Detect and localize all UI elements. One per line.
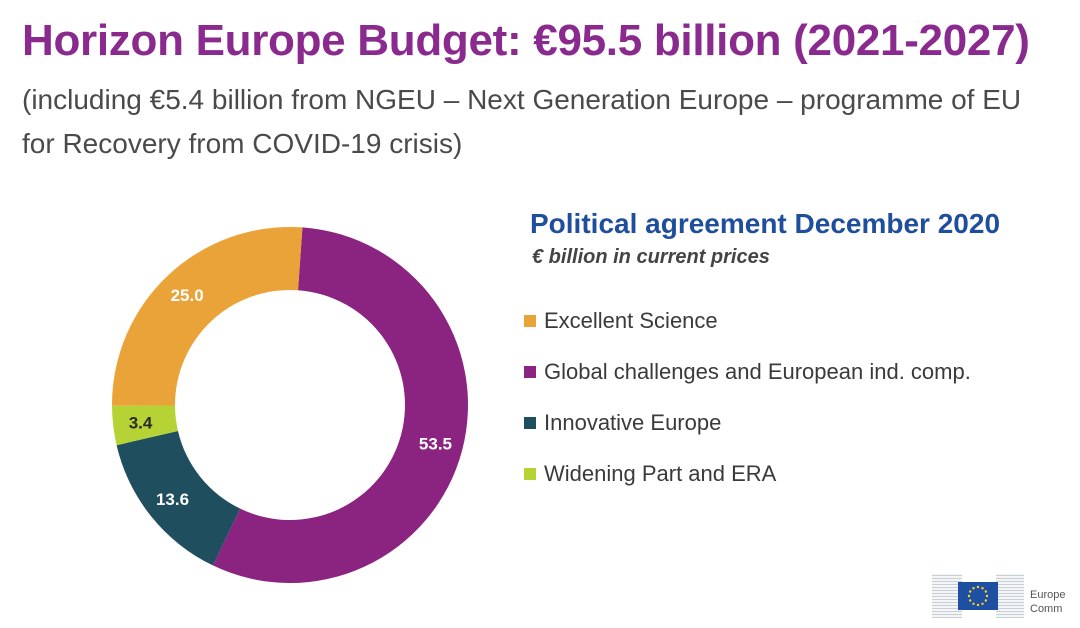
donut-chart: 53.5 13.6 3.4 25.0 [112,227,468,583]
legend-title: Political agreement December 2020 [530,208,1001,239]
star-icon [981,587,984,590]
star-icon [972,602,975,605]
legend-item-widening: Widening Part and ERA [524,459,971,489]
slice-excellent-science [112,227,303,406]
slice-innovative-europe [116,430,241,566]
legend-swatch [524,315,536,327]
logo-lines-left [932,574,962,618]
slice-widening [112,405,178,446]
logo-text-line1: Europe [1030,589,1066,601]
legend-label: Widening Part and ERA [544,461,777,486]
legend-subtitle: € billion in current prices [532,246,770,268]
eu-flag-icon [958,582,998,610]
star-icon [981,602,984,605]
slice-label-global-challenges: 53.5 [419,435,452,454]
star-icon [972,587,975,590]
legend-item-excellent-science: Excellent Science [524,306,971,336]
legend-item-global-challenges: Global challenges and European ind. comp… [524,357,971,387]
european-commission-logo: Europe Comm [932,574,1080,624]
logo-text-line2: Comm [1030,603,1063,615]
slice-label-innovative-europe: 13.6 [156,490,189,509]
star-icon [984,590,987,593]
slice-global-challenges [212,227,468,583]
star-icon [969,590,972,593]
slice-label-widening: 3.4 [129,413,153,432]
legend-swatch [524,468,536,480]
star-icon [976,585,980,589]
star-icon [967,594,971,598]
star-icon [985,594,989,598]
legend-label: Excellent Science [544,308,718,333]
logo-text: Europe Comm [1030,588,1065,616]
logo-lines-right [996,574,1024,618]
legend-label: Innovative Europe [544,410,722,435]
legend-swatch [524,366,536,378]
legend-swatch [524,417,536,429]
star-icon [969,599,972,602]
legend-label: Global challenges and European ind. comp… [544,359,971,384]
chart-legend: Excellent Science Global challenges and … [524,306,971,510]
page-title: Horizon Europe Budget: €95.5 billion (20… [22,16,1030,65]
page-subtitle: (including €5.4 billion from NGEU – Next… [22,84,1022,159]
legend-item-innovative-europe: Innovative Europe [524,408,971,438]
slice-label-excellent-science: 25.0 [171,286,204,305]
star-icon [976,603,980,607]
star-icon [984,599,987,602]
